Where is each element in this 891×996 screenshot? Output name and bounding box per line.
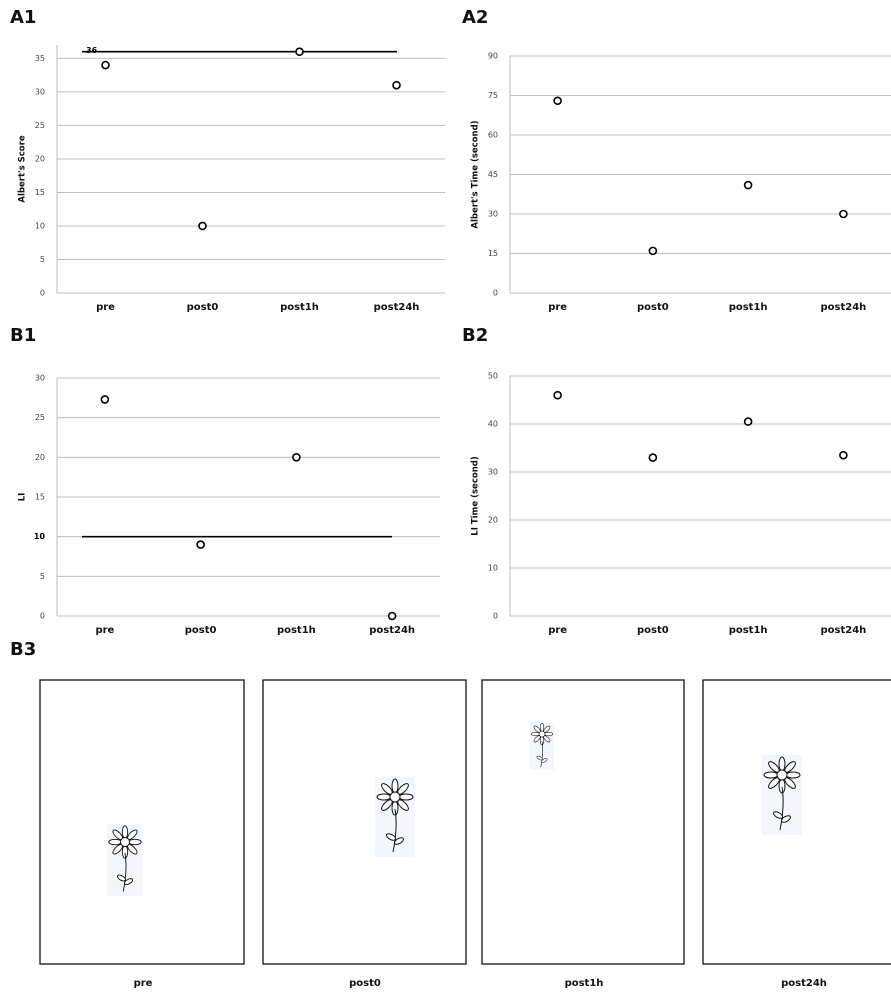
data-point [839, 209, 848, 219]
y-tick-label: 15 [35, 493, 45, 502]
data-point [553, 96, 562, 106]
x-tick-label: pre [96, 302, 115, 313]
y-tick-label: 90 [488, 52, 498, 61]
x-tick-label: post1h [729, 625, 768, 636]
flower-drawing [107, 823, 143, 897]
y-tick-label: 20 [35, 154, 45, 163]
data-point [839, 450, 848, 460]
y-tick-label: 5 [40, 255, 45, 264]
data-point [648, 246, 658, 256]
y-tick-label: 0 [493, 612, 498, 621]
y-tick-label: 15 [488, 249, 498, 258]
y-tick-label: 20 [35, 453, 45, 462]
x-tick-label: post24h [374, 302, 420, 313]
x-tick-label: pre [548, 625, 567, 636]
y-tick-label: 30 [35, 374, 45, 383]
x-tick-label: pre [95, 625, 114, 636]
y-tick-label: 40 [488, 420, 498, 429]
y-tick-label: 0 [493, 289, 498, 298]
panel-label: A2 [462, 7, 488, 28]
data-point [292, 453, 301, 462]
x-tick-label: post0 [185, 625, 217, 636]
y-tick-label: 0 [40, 612, 45, 621]
y-tick-label: 30 [35, 87, 45, 96]
x-tick-label: post24h [820, 302, 866, 313]
y-tick-label: 50 [488, 372, 498, 381]
drawing-frame [481, 679, 685, 965]
y-tick-label: 25 [35, 121, 45, 130]
drawings-panel: B3 pre post0 post1h post24h [10, 639, 891, 989]
y-tick-label: 10 [35, 221, 45, 230]
chart: B1 LI 0 5 10 15 20 25 30 pre post0 post1h post24h [10, 325, 440, 636]
x-tick-label: pre [548, 302, 567, 313]
data-point [387, 611, 397, 621]
data-point [101, 60, 110, 70]
drawing-caption: post24h [781, 978, 827, 989]
chart: A1 Albert's Score 0 5 10 15 20 25 30 35 pre post0 po… [10, 7, 445, 313]
data-point [198, 221, 207, 231]
x-tick-label: post24h [369, 625, 415, 636]
panel-label: B3 [10, 639, 36, 660]
drawing-caption: post1h [565, 978, 604, 989]
flower-drawing [761, 755, 803, 835]
x-tick-label: post1h [277, 625, 316, 636]
y-axis-label: LI [18, 493, 28, 502]
x-tick-label: post24h [820, 625, 866, 636]
x-tick-label: post0 [637, 625, 669, 636]
x-tick-label: post1h [280, 302, 319, 313]
y-tick-label: 45 [488, 170, 498, 179]
y-tick-label: 60 [488, 131, 498, 140]
y-axis-label: LI Time (second) [471, 456, 481, 536]
data-point [553, 390, 562, 400]
drawing-caption: post0 [349, 978, 381, 989]
chart: B2 LI Time (second) 0 10 20 30 40 50 pre post0 pos… [462, 325, 891, 636]
panel-label: B1 [10, 325, 36, 346]
drawing-caption: pre [134, 978, 153, 989]
y-tick-label: 15 [35, 188, 45, 197]
data-point [100, 395, 110, 404]
y-tick-label: 10 [34, 532, 46, 541]
drawing-frame [39, 679, 245, 965]
data-point [392, 80, 401, 90]
x-tick-label: post1h [729, 302, 768, 313]
data-point [295, 47, 304, 57]
y-tick-label: 0 [40, 289, 45, 298]
y-tick-label: 10 [488, 564, 498, 573]
data-point [196, 540, 205, 549]
data-point [648, 453, 658, 462]
x-tick-label: post0 [637, 302, 669, 313]
y-tick-label: 5 [40, 572, 45, 581]
y-tick-label: 30 [488, 468, 498, 477]
y-tick-label: 20 [488, 516, 498, 525]
chart: A2 Albert's Time (second) 0 15 30 45 60 75 90 pre… [462, 7, 891, 313]
y-tick-label: 25 [35, 413, 45, 422]
panel-label: B2 [462, 325, 488, 346]
y-tick-label: 75 [488, 91, 498, 100]
y-axis-label: Albert's Score [18, 135, 28, 202]
data-point [743, 180, 753, 190]
y-tick-label: 30 [488, 210, 498, 219]
y-axis-label: Albert's Time (second) [471, 120, 481, 228]
reference-label: 36 [86, 46, 98, 55]
y-tick-label: 35 [35, 54, 45, 63]
x-tick-label: post0 [187, 302, 219, 313]
panel-label: A1 [10, 7, 36, 28]
flower-drawing [375, 776, 415, 858]
flower-drawing [529, 722, 555, 770]
data-point [743, 417, 753, 426]
drawing-frame [262, 679, 467, 965]
